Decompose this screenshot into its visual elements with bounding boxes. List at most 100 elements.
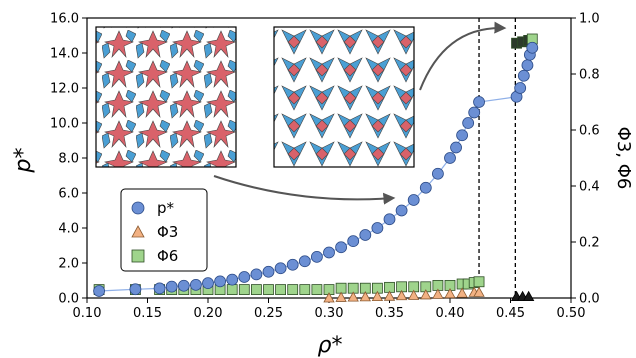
pstar-point bbox=[419, 181, 432, 194]
pstar-point bbox=[526, 41, 539, 54]
pstar-point bbox=[274, 262, 287, 275]
legend-marker-square bbox=[131, 249, 145, 263]
pstar-point bbox=[347, 235, 360, 248]
phi3-point bbox=[323, 292, 335, 303]
ticks: 0.10 0.15 0.20 0.25 0.30 0.35 0.40 0.45 0.500.02… bbox=[50, 12, 600, 322]
x-tick-label: 0.10 bbox=[73, 306, 102, 321]
phi3-point bbox=[408, 289, 420, 300]
pstar-point bbox=[250, 268, 263, 281]
x-tick-label: 0.15 bbox=[133, 306, 162, 321]
pstar-point bbox=[456, 129, 469, 142]
pstar-point bbox=[262, 265, 275, 278]
y-tick-label-left: 8.0 bbox=[58, 152, 79, 167]
legend-label: Φ6 bbox=[157, 247, 178, 265]
pstar-point bbox=[214, 275, 227, 288]
phi6-point bbox=[226, 284, 238, 296]
pstar-point bbox=[462, 117, 475, 129]
x-tick-label: 0.40 bbox=[436, 306, 465, 321]
pstar-point bbox=[153, 282, 166, 295]
phi6-point bbox=[473, 276, 485, 288]
y-tick-label-left: 4.0 bbox=[58, 222, 79, 237]
y-tick-label-right: 0.8 bbox=[579, 68, 600, 83]
y-tick-label-left: 14.0 bbox=[50, 47, 79, 62]
phi6-point bbox=[287, 284, 299, 296]
pstar-point bbox=[450, 141, 462, 154]
pstar-point bbox=[93, 285, 105, 297]
inset-ordered bbox=[273, 26, 415, 168]
y-tick-label-left: 12.0 bbox=[50, 82, 79, 97]
y-axis-label-left: p* bbox=[11, 148, 36, 174]
pstar-point bbox=[323, 246, 335, 259]
pstar-point bbox=[286, 258, 299, 271]
phi6-point bbox=[275, 284, 287, 296]
y-tick-label-right: 0.0 bbox=[579, 292, 600, 307]
phi6-point bbox=[238, 284, 250, 296]
x-tick-label: 0.30 bbox=[315, 306, 344, 321]
pstar-point bbox=[298, 255, 311, 268]
arrow-to-high-density-phase bbox=[419, 21, 507, 91]
pstar-point bbox=[226, 273, 239, 286]
legend-label: p* bbox=[157, 199, 175, 217]
inset-disordered bbox=[95, 26, 237, 168]
y-tick-label-right: 0.4 bbox=[579, 180, 600, 195]
y-tick-label-right: 0.6 bbox=[579, 124, 600, 139]
phi3-point bbox=[335, 291, 347, 302]
y-tick-label-right: 0.2 bbox=[579, 236, 600, 251]
pstar-point bbox=[431, 167, 444, 180]
phi3-point bbox=[456, 287, 468, 298]
pstar-point bbox=[514, 82, 527, 94]
x-axis-label: ρ* bbox=[318, 333, 343, 358]
series-layer bbox=[93, 33, 539, 303]
phi3-point bbox=[522, 290, 535, 302]
pstar-point bbox=[395, 204, 408, 217]
legend-label: Φ3 bbox=[157, 223, 178, 241]
legend-marker-triangle bbox=[131, 225, 145, 238]
legend-marker-circle bbox=[131, 201, 145, 215]
x-tick-label: 0.50 bbox=[557, 306, 586, 321]
pstar-point bbox=[371, 222, 384, 234]
phi6-point bbox=[250, 284, 262, 296]
pstar-point bbox=[383, 213, 396, 226]
pstar-point bbox=[177, 279, 190, 292]
x-tick-label: 0.20 bbox=[194, 306, 223, 321]
y-tick-label-left: 0.0 bbox=[58, 292, 79, 307]
phi6-point bbox=[311, 284, 323, 296]
phi3-point bbox=[383, 290, 396, 301]
arrow-to-low-density-transition bbox=[213, 175, 396, 205]
pstar-point bbox=[165, 280, 178, 293]
y-tick-label-left: 2.0 bbox=[58, 257, 79, 272]
pstar-point bbox=[189, 278, 202, 291]
vertical-dashed-lines bbox=[478, 18, 516, 298]
pstar-point bbox=[468, 106, 481, 119]
phi3-point bbox=[395, 289, 408, 301]
pstar-point bbox=[129, 283, 142, 296]
pstar-point bbox=[335, 241, 348, 254]
x-tick-label: 0.45 bbox=[496, 306, 525, 321]
phi3-point bbox=[420, 289, 432, 300]
phi3-point bbox=[444, 287, 456, 299]
pstar-point bbox=[310, 250, 323, 263]
x-tick-label: 0.35 bbox=[375, 306, 404, 321]
phi6-point bbox=[299, 284, 311, 296]
pstar-point bbox=[521, 59, 534, 72]
phi6-point bbox=[263, 284, 274, 296]
pstar-point bbox=[473, 96, 485, 108]
legend: p* Φ3 Φ6 bbox=[120, 188, 208, 272]
y-tick-label-left: 10.0 bbox=[50, 117, 79, 132]
pstar-point bbox=[359, 229, 372, 241]
phi3-point bbox=[473, 286, 485, 297]
y-tick-label-left: 16.0 bbox=[50, 12, 79, 27]
y-axis-label-right: Φ3, Φ6 bbox=[613, 127, 634, 190]
pstar-point bbox=[444, 152, 456, 164]
phi3-point bbox=[347, 291, 359, 302]
y-tick-label-left: 6.0 bbox=[58, 187, 79, 202]
phi3-point bbox=[432, 288, 444, 299]
phi3-point bbox=[359, 291, 371, 302]
pstar-point bbox=[238, 271, 251, 283]
pstar-point bbox=[407, 194, 420, 206]
pstar-point bbox=[202, 277, 214, 290]
x-tick-label: 0.25 bbox=[254, 306, 283, 321]
phi3-point bbox=[371, 290, 384, 302]
pstar-point bbox=[517, 69, 530, 82]
